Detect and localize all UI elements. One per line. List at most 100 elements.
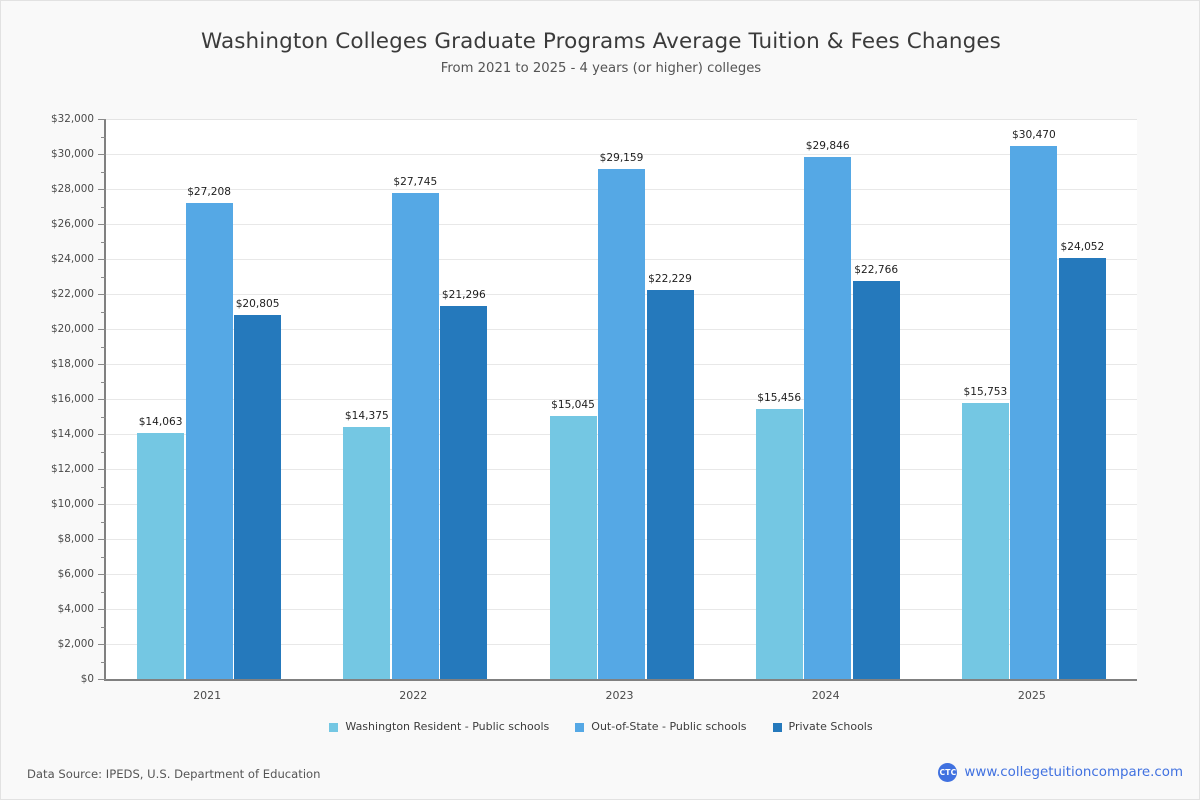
y-axis-label: $30,000 [51, 148, 94, 160]
y-axis-minor-tick [101, 171, 106, 173]
y-axis-label: $4,000 [57, 603, 94, 615]
y-axis-minor-tick [101, 346, 106, 348]
y-axis-tick [98, 364, 106, 365]
bar-value-label: $27,745 [393, 176, 438, 189]
site-url-link[interactable]: www.collegetuitioncompare.com [964, 764, 1183, 780]
y-axis-label: $0 [80, 673, 94, 685]
legend-item-1[interactable]: Washington Resident - Public schools [329, 720, 549, 734]
y-axis-label: $24,000 [51, 253, 94, 265]
page-subtitle: From 2021 to 2025 - 4 years (or higher) … [440, 61, 762, 76]
legend-label: Private Schools [788, 720, 873, 733]
bar-2024-series-3[interactable] [852, 280, 900, 679]
bar-2021-series-3[interactable] [234, 314, 282, 679]
y-axis-minor-tick [101, 521, 106, 523]
y-axis-minor-tick [101, 451, 106, 453]
x-axis-label-2025: 2025 [1017, 689, 1046, 702]
y-axis-tick [98, 224, 106, 225]
y-axis-minor-tick [101, 486, 106, 488]
bar-value-label: $15,045 [551, 398, 595, 411]
bar-2021-series-2[interactable] [185, 202, 233, 679]
legend: Washington Resident - Public schools Out-… [1, 720, 1200, 734]
y-axis-label: $8,000 [57, 533, 94, 545]
y-axis-minor-tick [101, 206, 106, 208]
y-axis-label: $28,000 [51, 183, 94, 195]
y-axis-label: $16,000 [51, 393, 94, 405]
legend-item-2[interactable]: Out-of-State - Public schools [575, 720, 747, 734]
y-axis-minor-tick [101, 276, 106, 278]
bar-value-label: $24,052 [1060, 241, 1105, 254]
bar-value-label: $14,375 [344, 410, 389, 423]
y-axis-tick [98, 609, 106, 610]
y-axis-label: $2,000 [57, 638, 94, 650]
y-axis-tick [98, 119, 106, 120]
bar-2022-series-3[interactable] [440, 306, 488, 679]
y-axis-minor-tick [101, 591, 106, 593]
y-axis-tick [98, 574, 106, 575]
legend-label: Out-of-State - Public schools [591, 720, 747, 733]
y-axis-minor-tick [101, 136, 106, 138]
bar-2022-series-1[interactable] [343, 427, 391, 679]
legend-label: Washington Resident - Public schools [345, 720, 550, 733]
gridline [106, 119, 1137, 120]
bar-value-label: $29,846 [805, 139, 850, 152]
bar-value-label: $27,208 [187, 185, 231, 198]
y-axis-tick [98, 504, 106, 505]
y-axis-label: $10,000 [51, 498, 94, 510]
y-axis-tick [98, 329, 106, 330]
bar-value-label: $22,766 [854, 263, 899, 276]
y-axis-tick [98, 189, 106, 190]
y-axis-tick [98, 434, 106, 435]
y-axis-tick [98, 644, 106, 645]
bar-value-label: $30,470 [1011, 128, 1056, 141]
bar-value-label: $22,229 [648, 272, 692, 285]
gridline [106, 154, 1137, 155]
y-axis-tick [98, 539, 106, 540]
y-axis-tick [98, 679, 106, 680]
y-axis-label: $22,000 [51, 288, 94, 300]
legend-swatch-icon [329, 722, 339, 732]
y-axis-minor-tick [101, 626, 106, 628]
y-axis-label: $32,000 [51, 113, 94, 125]
data-source-note: Data Source: IPEDS, U.S. Department of E… [27, 767, 321, 781]
legend-item-3[interactable]: Private Schools [772, 720, 873, 734]
bar-2024-series-1[interactable] [755, 408, 803, 679]
bar-2025-series-2[interactable] [1010, 145, 1058, 679]
site-attribution[interactable]: CTC www.collegetuitioncompare.com [938, 763, 1183, 782]
bar-2025-series-1[interactable] [961, 403, 1009, 679]
legend-swatch-icon [575, 722, 585, 732]
y-axis-tick [98, 294, 106, 295]
legend-swatch-icon [772, 722, 782, 732]
y-axis-label: $20,000 [51, 323, 94, 335]
bar-2023-series-1[interactable] [549, 415, 597, 679]
bar-2023-series-3[interactable] [646, 290, 694, 679]
bar-2021-series-1[interactable] [137, 432, 185, 679]
bar-2023-series-2[interactable] [598, 168, 645, 679]
y-axis-label: $14,000 [51, 428, 94, 440]
page-title: Washington Colleges Graduate Programs Av… [200, 29, 1001, 54]
y-axis-label: $6,000 [57, 568, 94, 580]
bar-value-label: $29,159 [599, 151, 644, 164]
y-axis-tick [98, 259, 106, 260]
y-axis-minor-tick [101, 311, 106, 313]
x-axis-label-2024: 2024 [811, 689, 840, 702]
x-axis-label-2021: 2021 [193, 689, 222, 702]
x-axis-label-2022: 2022 [399, 689, 428, 702]
x-axis-label-2023: 2023 [605, 689, 634, 702]
bar-2024-series-2[interactable] [804, 156, 852, 679]
y-axis-label: $18,000 [51, 358, 94, 370]
ctc-logo-icon: CTC [938, 763, 958, 782]
bar-value-label: $15,753 [963, 386, 1008, 399]
bar-value-label: $20,805 [235, 297, 280, 310]
y-axis-minor-tick [101, 381, 106, 383]
y-axis-tick [98, 399, 106, 400]
y-axis-label: $12,000 [51, 463, 94, 475]
plot-area: $14,063 $27,208 $20,805 $14,375 $27,745 $21,2… [98, 119, 1137, 681]
bar-2025-series-3[interactable] [1058, 258, 1106, 679]
y-axis-tick [98, 469, 106, 470]
y-axis-minor-tick [101, 556, 106, 558]
bar-2022-series-2[interactable] [391, 193, 439, 679]
bar-value-label: $21,296 [441, 289, 486, 302]
y-axis-tick [98, 154, 106, 155]
bar-value-label: $14,063 [138, 415, 183, 428]
